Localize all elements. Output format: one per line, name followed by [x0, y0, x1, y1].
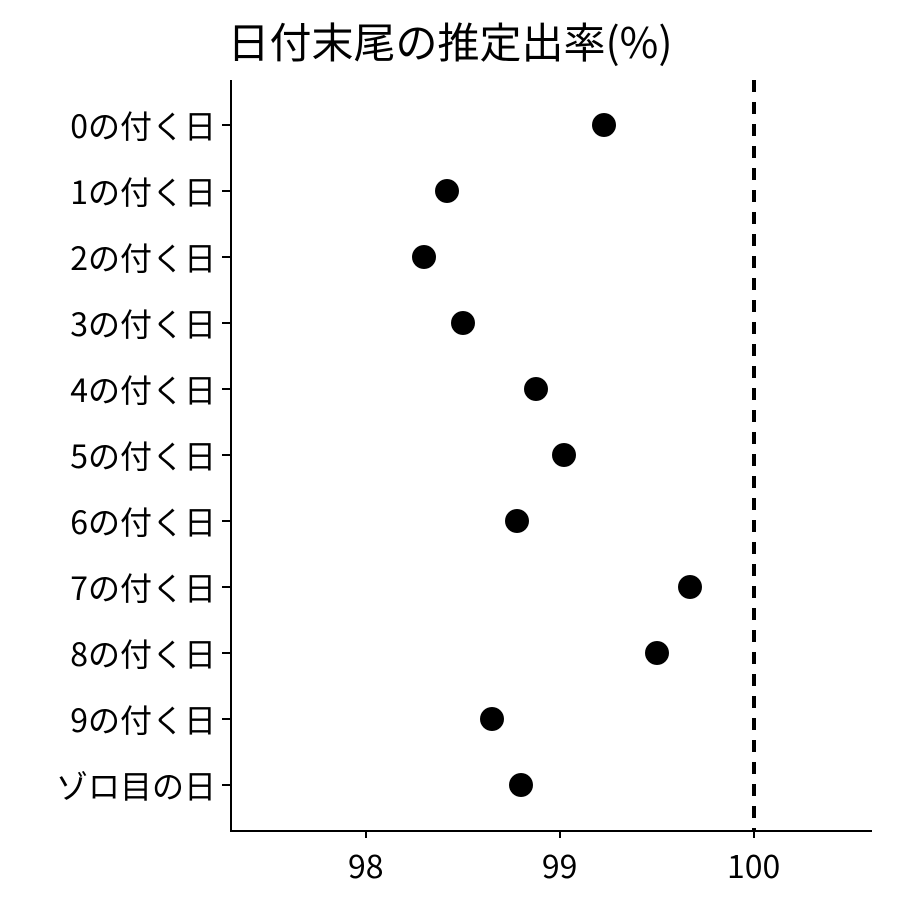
data-point [480, 707, 504, 731]
y-tick-label: 2の付く日 [70, 234, 216, 280]
x-tick-mark [365, 830, 367, 838]
data-point [592, 113, 616, 137]
data-point [509, 773, 533, 797]
y-tick-label: 6の付く日 [70, 498, 216, 544]
x-tick-label: 98 [348, 842, 384, 888]
data-point [412, 245, 436, 269]
data-point [552, 443, 576, 467]
y-tick-mark [222, 652, 230, 654]
y-tick-mark [222, 718, 230, 720]
y-tick-mark [222, 322, 230, 324]
y-tick-label: 8の付く日 [70, 630, 216, 676]
data-point [505, 509, 529, 533]
y-tick-mark [222, 784, 230, 786]
y-tick-label: 4の付く日 [70, 366, 216, 412]
y-tick-mark [222, 586, 230, 588]
y-tick-label: 5の付く日 [70, 432, 216, 478]
dot-plot-chart: 日付末尾の推定出率(%) 0の付く日 1の付く日 2の付く日 3の付く日 4の付く日 5の… [0, 0, 900, 900]
y-tick-mark [222, 520, 230, 522]
reference-line [752, 80, 758, 830]
y-tick-label: 9の付く日 [70, 696, 216, 742]
y-tick-label: 1の付く日 [70, 168, 216, 214]
y-tick-mark [222, 124, 230, 126]
y-tick-mark [222, 388, 230, 390]
data-point [435, 179, 459, 203]
data-point [524, 377, 548, 401]
y-tick-label: 7の付く日 [70, 564, 216, 610]
y-tick-mark [222, 454, 230, 456]
chart-title: 日付末尾の推定出率(%) [0, 10, 900, 71]
x-tick-mark [753, 830, 755, 838]
y-tick-label: 3の付く日 [70, 300, 216, 346]
y-tick-mark [222, 256, 230, 258]
x-tick-label: 99 [542, 842, 578, 888]
y-tick-label: ゾロ目の日 [56, 762, 216, 808]
data-point [451, 311, 475, 335]
y-tick-mark [222, 190, 230, 192]
x-tick-label: 100 [727, 842, 780, 888]
data-point [678, 575, 702, 599]
y-tick-label: 0の付く日 [70, 102, 216, 148]
x-tick-mark [559, 830, 561, 838]
data-point [645, 641, 669, 665]
